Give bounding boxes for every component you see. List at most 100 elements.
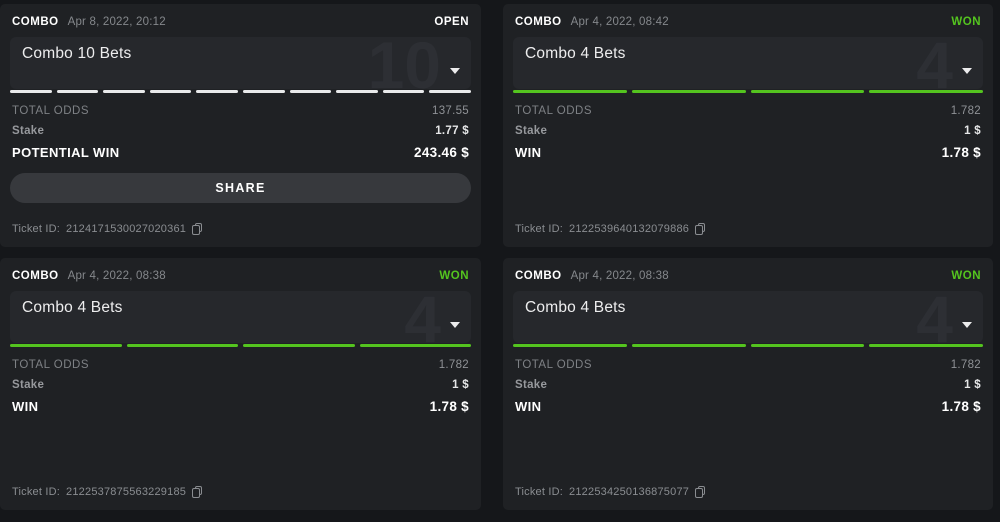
stake-value: 1 $ xyxy=(452,379,469,391)
total-odds-label: TOTAL ODDS xyxy=(12,359,89,371)
ticket-id-label: Ticket ID: xyxy=(515,223,564,235)
win-label: WIN xyxy=(12,399,39,414)
progress-segment xyxy=(196,90,238,93)
bet-datetime: Apr 4, 2022, 08:42 xyxy=(570,16,669,28)
progress-segment xyxy=(382,90,425,93)
stake-label: Stake xyxy=(12,125,45,137)
bet-title: Combo 10 Bets xyxy=(22,45,132,62)
progress-segment xyxy=(242,90,285,93)
card-header: COMBO Apr 4, 2022, 08:42 WON xyxy=(513,13,983,28)
progress-segment xyxy=(103,90,145,93)
bet-summary-panel[interactable]: Combo 4 Bets 4 xyxy=(513,37,983,89)
progress-segment xyxy=(869,344,983,347)
share-button[interactable]: SHARE xyxy=(10,173,471,203)
bet-title: Combo 4 Bets xyxy=(22,299,123,316)
progress-segment xyxy=(513,90,627,93)
stake-value: 1.77 $ xyxy=(435,125,469,137)
progress-segment xyxy=(869,90,983,93)
total-odds-row: TOTAL ODDS 1.782 xyxy=(513,105,983,117)
bet-type-label: COMBO xyxy=(515,270,562,282)
progress-segment xyxy=(289,90,332,93)
total-odds-label: TOTAL ODDS xyxy=(515,359,592,371)
copy-icon[interactable] xyxy=(695,486,706,498)
bet-count-watermark: 4 xyxy=(916,37,953,89)
bet-type-label: COMBO xyxy=(12,270,59,282)
ticket-id-value: 2122537875563229185 xyxy=(66,486,187,498)
bet-progress-bar xyxy=(10,90,471,93)
progress-segment xyxy=(126,344,238,347)
ticket-id-value: 2124171530027020361 xyxy=(66,223,187,235)
stake-row: Stake 1 $ xyxy=(513,379,983,391)
spacer xyxy=(513,160,983,223)
ticket-id-label: Ticket ID: xyxy=(515,486,564,498)
stake-label: Stake xyxy=(12,379,45,391)
total-odds-value: 137.55 xyxy=(432,105,469,117)
total-odds-value: 1.782 xyxy=(438,359,469,371)
progress-segment xyxy=(336,90,378,93)
status-badge: OPEN xyxy=(434,16,469,28)
total-odds-value: 1.782 xyxy=(950,359,981,371)
status-badge: WON xyxy=(951,270,981,282)
stake-value: 1 $ xyxy=(964,379,981,391)
total-odds-row: TOTAL ODDS 137.55 xyxy=(10,105,471,117)
progress-segment xyxy=(513,344,627,347)
bet-card: COMBO Apr 4, 2022, 08:38 WON Combo 4 Bet… xyxy=(0,258,481,510)
stake-row: Stake 1.77 $ xyxy=(10,125,471,137)
spacer xyxy=(513,414,983,486)
progress-segment xyxy=(149,90,192,93)
copy-icon[interactable] xyxy=(695,223,706,235)
status-badge: WON xyxy=(951,16,981,28)
ticket-id-value: 2122534250136875077 xyxy=(569,486,690,498)
progress-segment xyxy=(750,344,865,347)
bet-progress-bar xyxy=(10,344,471,347)
progress-segment xyxy=(750,90,865,93)
ticket-id-label: Ticket ID: xyxy=(12,486,61,498)
total-odds-row: TOTAL ODDS 1.782 xyxy=(513,359,983,371)
bet-summary-panel[interactable]: Combo 4 Bets 4 xyxy=(513,291,983,343)
stake-row: Stake 1 $ xyxy=(513,125,983,137)
copy-icon[interactable] xyxy=(192,486,203,498)
ticket-id-row: Ticket ID: 2122537875563229185 xyxy=(10,486,471,500)
win-row: POTENTIAL WIN 243.46 $ xyxy=(10,145,471,160)
ticket-id-label: Ticket ID: xyxy=(12,223,61,235)
win-value: 1.78 $ xyxy=(941,145,981,160)
bet-count-watermark: 4 xyxy=(404,291,441,343)
copy-icon[interactable] xyxy=(192,223,203,235)
bet-progress-bar xyxy=(513,344,983,347)
bet-type-label: COMBO xyxy=(515,16,562,28)
win-value: 243.46 $ xyxy=(414,145,469,160)
progress-segment xyxy=(243,344,355,347)
stake-row: Stake 1 $ xyxy=(10,379,471,391)
status-badge: WON xyxy=(439,270,469,282)
bet-title: Combo 4 Bets xyxy=(525,299,626,316)
total-odds-label: TOTAL ODDS xyxy=(12,105,89,117)
total-odds-value: 1.782 xyxy=(950,105,981,117)
progress-segment xyxy=(10,344,122,347)
bet-title: Combo 4 Bets xyxy=(525,45,626,62)
ticket-id-row: Ticket ID: 2124171530027020361 xyxy=(10,223,471,237)
bet-summary-panel[interactable]: Combo 10 Bets 10 xyxy=(10,37,471,89)
bet-summary-panel[interactable]: Combo 4 Bets 4 xyxy=(10,291,471,343)
win-row: WIN 1.78 $ xyxy=(513,145,983,160)
spacer xyxy=(10,414,471,486)
win-row: WIN 1.78 $ xyxy=(513,399,983,414)
chevron-down-icon[interactable] xyxy=(450,322,460,328)
card-header: COMBO Apr 8, 2022, 20:12 OPEN xyxy=(10,13,471,28)
chevron-down-icon[interactable] xyxy=(450,68,460,74)
bet-count-watermark: 4 xyxy=(916,291,953,343)
chevron-down-icon[interactable] xyxy=(962,322,972,328)
bet-datetime: Apr 4, 2022, 08:38 xyxy=(570,270,669,282)
chevron-down-icon[interactable] xyxy=(962,68,972,74)
win-value: 1.78 $ xyxy=(941,399,981,414)
ticket-id-row: Ticket ID: 2122534250136875077 xyxy=(513,486,983,500)
win-label: WIN xyxy=(515,145,542,160)
progress-segment xyxy=(631,344,746,347)
card-header: COMBO Apr 4, 2022, 08:38 WON xyxy=(10,267,471,282)
bet-card: COMBO Apr 4, 2022, 08:38 WON Combo 4 Bet… xyxy=(503,258,993,510)
win-label: POTENTIAL WIN xyxy=(12,145,120,160)
ticket-id-value: 2122539640132079886 xyxy=(569,223,690,235)
bet-progress-bar xyxy=(513,90,983,93)
spacer xyxy=(10,203,471,223)
progress-segment xyxy=(631,90,746,93)
progress-segment xyxy=(10,90,52,93)
